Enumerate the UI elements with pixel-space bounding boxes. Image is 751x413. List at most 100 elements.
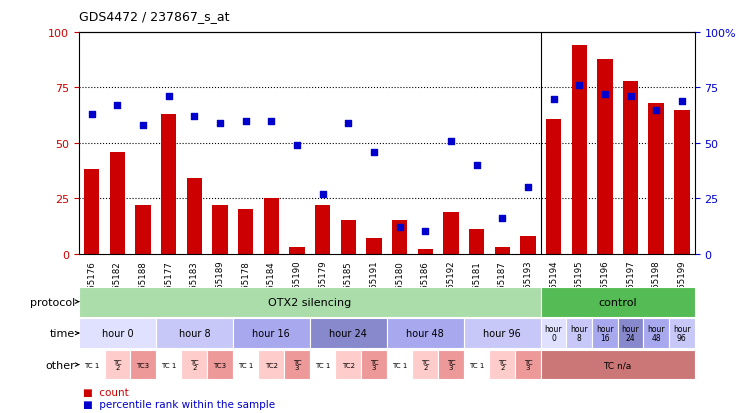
Bar <box>541 287 695 317</box>
Bar <box>520 236 535 254</box>
Point <box>291 142 303 149</box>
Text: OTX2 silencing: OTX2 silencing <box>268 297 351 307</box>
Bar <box>104 350 130 380</box>
Bar <box>412 350 438 380</box>
Bar <box>84 170 99 254</box>
Point <box>163 94 175 100</box>
Point <box>445 138 457 145</box>
Text: TC
3: TC 3 <box>293 359 301 370</box>
Text: other: other <box>45 360 75 370</box>
Bar <box>233 350 258 380</box>
Text: TC
3: TC 3 <box>523 359 532 370</box>
Text: hour 24: hour 24 <box>330 328 367 338</box>
Point <box>625 94 637 100</box>
Bar <box>315 205 330 254</box>
Text: TC
2: TC 2 <box>421 359 430 370</box>
Bar <box>644 318 669 348</box>
Bar <box>161 115 176 254</box>
Bar <box>264 199 279 254</box>
Bar <box>366 239 382 254</box>
Bar <box>648 104 664 254</box>
Bar <box>597 59 613 254</box>
Bar <box>490 350 515 380</box>
Point <box>265 118 277 125</box>
Text: hour
0: hour 0 <box>544 325 562 342</box>
Bar <box>289 247 305 254</box>
Point <box>676 98 688 105</box>
Bar <box>213 205 228 254</box>
Text: TC
3: TC 3 <box>369 359 379 370</box>
Bar <box>566 318 592 348</box>
Bar <box>541 318 566 348</box>
Point <box>189 114 201 120</box>
Bar <box>238 210 253 254</box>
Bar <box>546 119 561 254</box>
Text: protocol: protocol <box>30 297 75 307</box>
Bar <box>623 82 638 254</box>
Bar <box>182 350 207 380</box>
Bar <box>669 318 695 348</box>
Text: hour
16: hour 16 <box>596 325 614 342</box>
Text: TC3: TC3 <box>137 362 149 368</box>
Text: hour 48: hour 48 <box>406 328 444 338</box>
Point <box>419 229 431 235</box>
Text: TC
2: TC 2 <box>498 359 506 370</box>
Text: TC 1: TC 1 <box>84 362 99 368</box>
Bar <box>207 350 233 380</box>
Bar <box>572 46 587 254</box>
Bar <box>336 350 361 380</box>
Bar <box>135 205 151 254</box>
Text: TC n/a: TC n/a <box>604 360 632 369</box>
Point <box>214 120 226 127</box>
Point <box>317 191 329 198</box>
Text: TC
2: TC 2 <box>190 359 198 370</box>
Text: TC 1: TC 1 <box>238 362 253 368</box>
Point <box>522 184 534 191</box>
Text: ■  count: ■ count <box>83 387 128 397</box>
Point <box>368 149 380 156</box>
Bar <box>233 318 310 348</box>
Bar <box>515 350 541 380</box>
Point <box>599 92 611 98</box>
Text: time: time <box>50 328 75 338</box>
Bar <box>310 350 336 380</box>
Bar <box>130 350 156 380</box>
Text: TC2: TC2 <box>342 362 354 368</box>
Point <box>137 123 149 129</box>
Text: hour 16: hour 16 <box>252 328 290 338</box>
Text: hour
24: hour 24 <box>622 325 639 342</box>
Point <box>547 96 559 102</box>
Bar <box>361 350 387 380</box>
Text: hour 0: hour 0 <box>101 328 133 338</box>
Point <box>342 120 354 127</box>
Point <box>471 162 483 169</box>
Bar <box>79 318 156 348</box>
Text: hour 8: hour 8 <box>179 328 210 338</box>
Text: TC 1: TC 1 <box>161 362 176 368</box>
Bar <box>464 350 490 380</box>
Text: hour 96: hour 96 <box>484 328 521 338</box>
Point <box>86 112 98 118</box>
Bar <box>340 221 356 254</box>
Bar <box>464 318 541 348</box>
Text: TC
2: TC 2 <box>113 359 122 370</box>
Bar <box>187 179 202 254</box>
Bar <box>79 287 541 317</box>
Point <box>394 224 406 231</box>
Bar <box>392 221 407 254</box>
Bar <box>617 318 644 348</box>
Bar <box>258 350 284 380</box>
Text: TC
3: TC 3 <box>447 359 455 370</box>
Bar <box>495 247 510 254</box>
Bar <box>156 318 233 348</box>
Text: hour
96: hour 96 <box>673 325 691 342</box>
Bar <box>418 249 433 254</box>
Bar <box>541 350 695 380</box>
Bar <box>284 350 310 380</box>
Text: TC 1: TC 1 <box>315 362 330 368</box>
Bar <box>387 350 412 380</box>
Text: GDS4472 / 237867_s_at: GDS4472 / 237867_s_at <box>79 10 229 23</box>
Bar <box>469 230 484 254</box>
Bar <box>443 212 459 254</box>
Point <box>573 83 585 89</box>
